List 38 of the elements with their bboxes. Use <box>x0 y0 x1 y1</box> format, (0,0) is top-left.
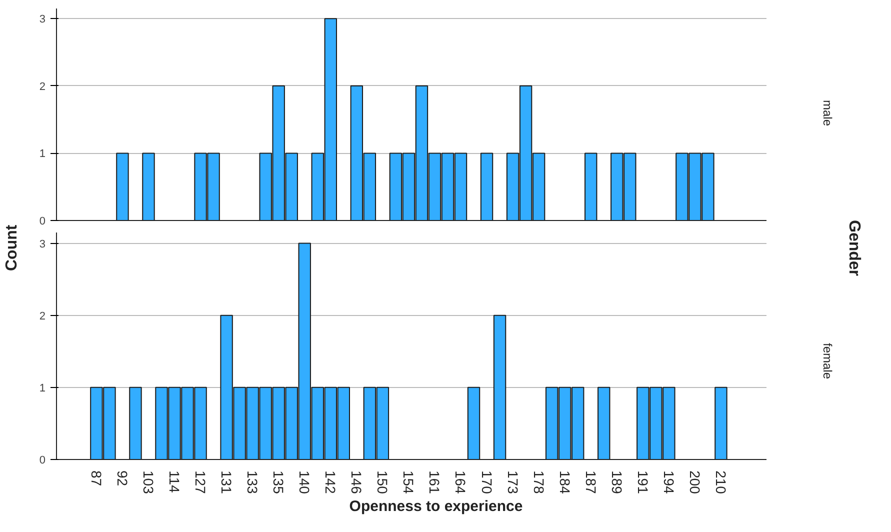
y-tick-label: 1 <box>39 148 46 160</box>
x-tick-label: 164 <box>452 470 469 494</box>
y-tick-label: 2 <box>39 310 46 322</box>
x-tick-label: 191 <box>634 470 651 494</box>
x-tick-label: 210 <box>712 470 729 494</box>
x-tick-label: 200 <box>686 470 703 494</box>
x-tick-label: 131 <box>218 470 235 494</box>
x-tick-label: 87 <box>88 470 104 486</box>
x-tick-label: 154 <box>400 470 417 494</box>
y-axis-title: Count <box>2 224 22 272</box>
x-tick-label: 161 <box>426 470 443 494</box>
x-tick-label: 146 <box>348 470 365 494</box>
y-tick-label: 3 <box>39 238 46 250</box>
y-tick-label: 2 <box>39 80 46 93</box>
x-tick-label: 189 <box>608 470 625 494</box>
y-tick-label: 0 <box>39 216 46 228</box>
x-tick-label: 142 <box>322 470 339 494</box>
x-tick-label: 178 <box>530 470 547 494</box>
x-axis-title: Openness to experience <box>349 497 523 517</box>
x-tick-label: 92 <box>114 470 130 486</box>
x-tick-label: 103 <box>140 470 156 494</box>
x-tick-label: 150 <box>374 470 391 494</box>
text: Gender <box>844 220 864 276</box>
y-tick-label: 0 <box>39 454 46 466</box>
y2-axis-title: female <box>820 342 836 380</box>
x-tick-label: 114 <box>166 470 183 494</box>
x-tick-label: 127 <box>192 470 209 494</box>
x-tick-label: 184 <box>556 470 573 494</box>
x-tick-label: 170 <box>478 470 495 494</box>
x-tick-label: 133 <box>244 470 261 494</box>
x-tick-label: 135 <box>270 470 287 494</box>
y-tick-label: 3 <box>39 14 46 26</box>
y-tick-label: 1 <box>39 382 46 394</box>
x-tick-label: 140 <box>296 470 313 494</box>
x-tick-label: 187 <box>582 470 599 494</box>
x-tick-label: 173 <box>504 470 521 494</box>
x-tick-label: 194 <box>660 470 677 494</box>
y2-axis-title: male <box>820 100 836 126</box>
